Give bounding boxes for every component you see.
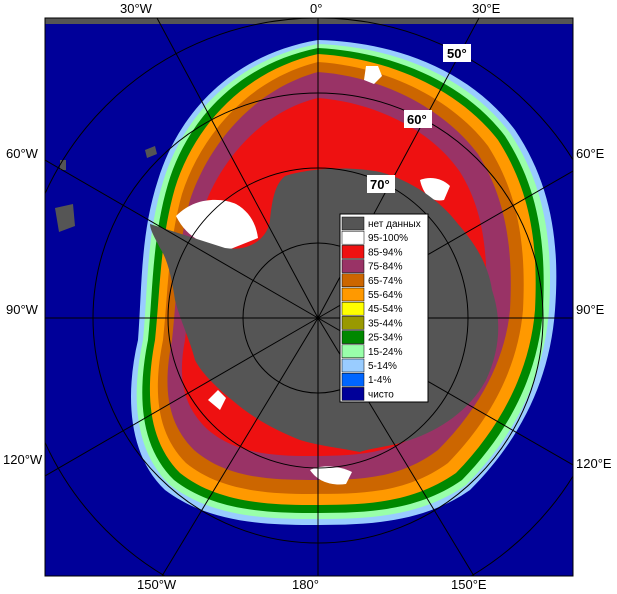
legend-label: 15-24%: [368, 347, 403, 358]
legend-swatch: [341, 344, 365, 359]
lat-label-60: 60°: [407, 112, 427, 127]
legend-label: чисто: [368, 389, 394, 400]
lat-label-60-box: [404, 110, 432, 128]
legend-swatch: [341, 259, 365, 273]
legend-swatch: [341, 245, 365, 259]
legend-label: 1-4%: [368, 375, 391, 386]
legend-label: 95-100%: [368, 233, 408, 244]
no-data-patch: [60, 160, 66, 170]
legend-label: 85-94%: [368, 247, 403, 258]
lon-label-60e: 60°E: [576, 146, 605, 161]
lon-label-0: 0°: [310, 1, 322, 16]
legend-label: 75-84%: [368, 262, 403, 273]
legend-swatch: [341, 358, 365, 373]
lon-label-60w: 60°W: [6, 146, 39, 161]
legend-swatch: [341, 287, 365, 302]
legend-label: 25-34%: [368, 333, 403, 344]
lon-label-120w: 120°W: [3, 452, 43, 467]
legend-label: 5-14%: [368, 361, 397, 372]
legend-swatch: [341, 316, 365, 330]
legend-swatch: [341, 387, 365, 401]
legend-label: 55-64%: [368, 290, 403, 301]
lat-label-50-box: [443, 44, 471, 62]
ice-95-100-patch: [208, 390, 226, 410]
legend-label: 65-74%: [368, 276, 403, 287]
lon-label-90w: 90°W: [6, 302, 39, 317]
ice-95-100-patch: [364, 66, 382, 84]
legend-swatch: [341, 216, 365, 231]
lon-label-30e: 30°E: [472, 1, 501, 16]
no-data-patch: [55, 204, 75, 232]
ice-95-100-patch: [176, 199, 258, 250]
lon-label-30w: 30°W: [120, 1, 153, 16]
lat-label-70-box: [367, 175, 395, 193]
legend-swatch: [341, 273, 365, 288]
top-no-data-band: [45, 18, 573, 24]
lat-label-50: 50°: [447, 46, 467, 61]
no-data-patch: [145, 146, 157, 158]
lon-label-120e: 120°E: [576, 456, 612, 471]
legend-swatch: [341, 301, 365, 316]
lat-label-70: 70°: [370, 177, 390, 192]
map-frame: [44, 17, 574, 577]
legend-label: 45-54%: [368, 304, 403, 315]
lon-label-150w: 150°W: [137, 577, 177, 592]
lon-label-180: 180°: [292, 577, 319, 592]
legend-label: нет данных: [368, 219, 421, 230]
ice-95-100-patch: [310, 466, 352, 485]
legend-swatch: [341, 330, 365, 344]
lon-label-90e: 90°E: [576, 302, 605, 317]
legend: нет данных 95-100% 85-94% 75-84% 65-74% 55-64…: [339, 213, 429, 403]
lon-label-150e: 150°E: [451, 577, 487, 592]
legend-swatch: [341, 372, 365, 387]
legend-label: 35-44%: [368, 318, 403, 329]
legend-swatch: [341, 230, 365, 245]
